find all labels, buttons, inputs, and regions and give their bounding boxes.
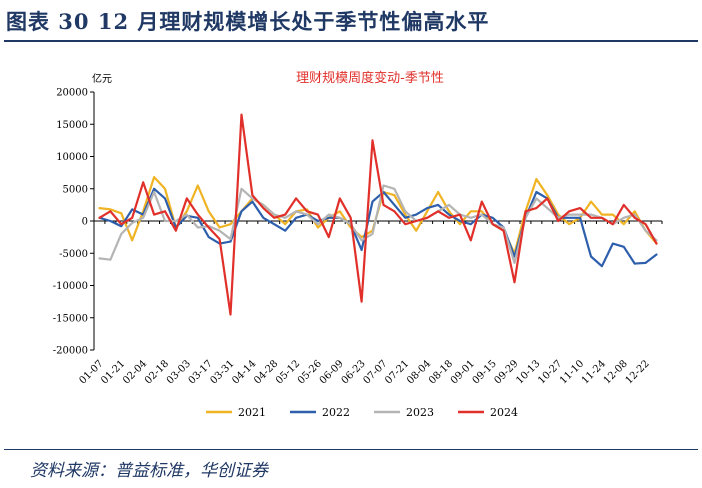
chart: 理财规模周度变动-季节性 亿元 20000 15000 10000 5000 0 -500… xyxy=(53,70,663,419)
x-tick-label: 11-10 xyxy=(558,358,586,386)
legend-label-2023: 2023 xyxy=(406,406,434,419)
figure-header: 图表 30 12 月理财规模增长处于季节性偏高水平 xyxy=(0,0,702,40)
series-line-2024 xyxy=(98,113,658,316)
series-lines xyxy=(98,113,658,316)
footer-divider xyxy=(4,449,698,450)
y-tick-label: 10000 xyxy=(56,152,88,163)
y-tick-label: 20000 xyxy=(56,88,88,99)
x-tick-label: 01-07 xyxy=(77,358,105,386)
y-tick-label: -10000 xyxy=(53,281,88,292)
y-tick-label: -15000 xyxy=(53,313,88,324)
series-line-2022 xyxy=(98,187,658,268)
x-tick-label: 05-26 xyxy=(296,358,324,386)
x-tick-label: 08-04 xyxy=(405,358,433,386)
legend: 2021 2022 2023 2024 xyxy=(206,406,518,419)
y-tick-label: 15000 xyxy=(56,120,88,131)
x-tick-label: 02-18 xyxy=(143,358,171,386)
legend-label-2024: 2024 xyxy=(490,406,518,419)
x-tick-label: 03-31 xyxy=(208,358,236,386)
y-axis: 20000 15000 10000 5000 0 -5000 -10000 -15000 -20… xyxy=(53,88,95,357)
x-tick-label: 02-04 xyxy=(121,358,149,386)
figure-title: 图表 30 12 月理财规模增长处于季节性偏高水平 xyxy=(6,9,490,34)
x-tick-label: 06-09 xyxy=(318,358,346,386)
x-tick-label: 12-08 xyxy=(602,358,630,386)
header-divider xyxy=(4,40,698,42)
x-tick-label: 07-21 xyxy=(383,358,411,386)
x-tick-label: 09-29 xyxy=(492,358,520,386)
x-tick-label: 09-01 xyxy=(449,358,477,386)
source-note: 资料来源：普益标准，华创证券 xyxy=(30,461,268,481)
y-tick-label: -5000 xyxy=(59,249,88,260)
x-tick-label: 01-21 xyxy=(99,358,127,386)
x-tick-label: 07-07 xyxy=(361,358,389,386)
chart-title: 理财规模周度变动-季节性 xyxy=(296,70,444,86)
x-tick-label: 05-12 xyxy=(274,358,302,386)
y-tick-label: 5000 xyxy=(63,184,88,195)
x-tick-label: 08-18 xyxy=(427,358,455,386)
x-tick-label: 12-22 xyxy=(624,358,652,386)
x-tick-label: 04-14 xyxy=(230,358,258,386)
x-axis: 01-0701-2102-0402-1803-0303-1703-3104-14… xyxy=(77,220,663,387)
x-tick-label: 10-13 xyxy=(514,358,542,386)
x-tick-label: 06-23 xyxy=(340,358,368,386)
x-tick-label: 04-28 xyxy=(252,358,280,386)
legend-label-2022: 2022 xyxy=(322,406,350,419)
x-tick-label: 09-15 xyxy=(471,358,499,386)
x-tick-label: 03-03 xyxy=(165,358,193,386)
y-tick-label: -20000 xyxy=(53,346,88,357)
x-tick-label: 10-27 xyxy=(536,358,564,386)
legend-label-2021: 2021 xyxy=(238,406,266,419)
y-tick-label: 0 xyxy=(82,217,88,228)
x-tick-label: 03-17 xyxy=(187,358,215,386)
y-axis-unit-label: 亿元 xyxy=(92,72,112,85)
x-tick-label: 11-24 xyxy=(580,358,608,386)
